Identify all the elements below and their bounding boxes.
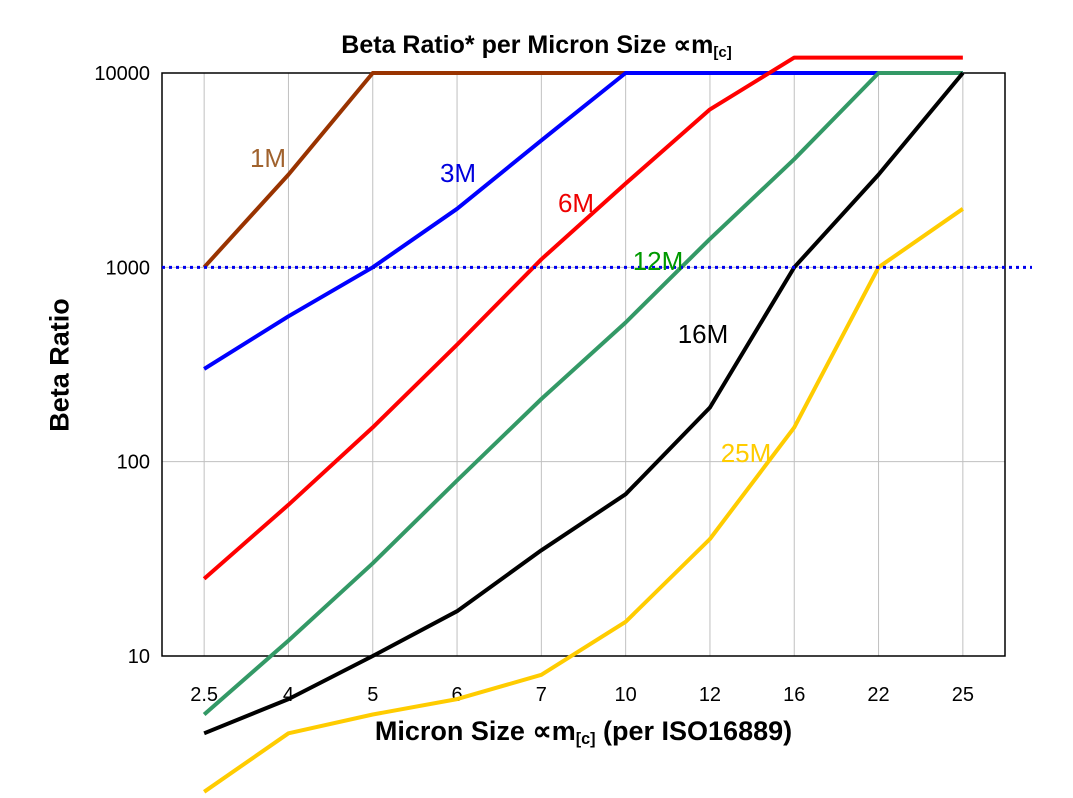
x-tick-label: 22 — [867, 684, 889, 706]
series-line-25M — [203, 207, 964, 794]
series-line-16M — [203, 71, 965, 736]
series-label-1M: 1M — [250, 143, 286, 173]
chart-title-text: Beta Ratio* per Micron Size ∝m — [341, 31, 714, 59]
x-tick-label: 16 — [783, 684, 805, 706]
x-axis-title-subscript: [c] — [575, 730, 596, 748]
series-line-12M — [202, 71, 963, 717]
x-axis-title-text: Micron Size ∝m — [374, 716, 576, 746]
x-tick-label: 10 — [615, 684, 637, 706]
series-label-16M: 16M — [678, 319, 729, 349]
x-axis-title-suffix: (per ISO16889) — [595, 716, 793, 746]
x-tick-label: 4 — [283, 684, 294, 706]
x-tick-label: 2.5 — [190, 684, 218, 706]
series-line-6M — [202, 55, 963, 581]
x-tick-label: 25 — [952, 684, 974, 706]
series-label-3M: 3M — [440, 158, 476, 188]
chart-title: Beta Ratio* per Micron Size ∝m[c] — [0, 30, 1073, 61]
series-label-12M: 12M — [633, 246, 684, 276]
chart-title-subscript: [c] — [713, 44, 732, 61]
x-tick-label: 7 — [536, 684, 547, 706]
y-tick-label: 10000 — [94, 63, 150, 85]
y-tick-label: 100 — [117, 452, 150, 474]
y-tick-label: 1000 — [106, 257, 151, 279]
series-label-25M: 25M — [721, 438, 772, 468]
series-line-3M — [203, 71, 963, 371]
x-tick-label: 5 — [367, 684, 378, 706]
series-label-6M: 6M — [558, 188, 594, 218]
x-tick-label: 6 — [451, 684, 462, 706]
y-tick-label: 10 — [128, 646, 150, 668]
x-tick-label: 12 — [699, 684, 721, 706]
x-axis-title: Micron Size ∝m[c] (per ISO16889) — [162, 716, 1005, 749]
